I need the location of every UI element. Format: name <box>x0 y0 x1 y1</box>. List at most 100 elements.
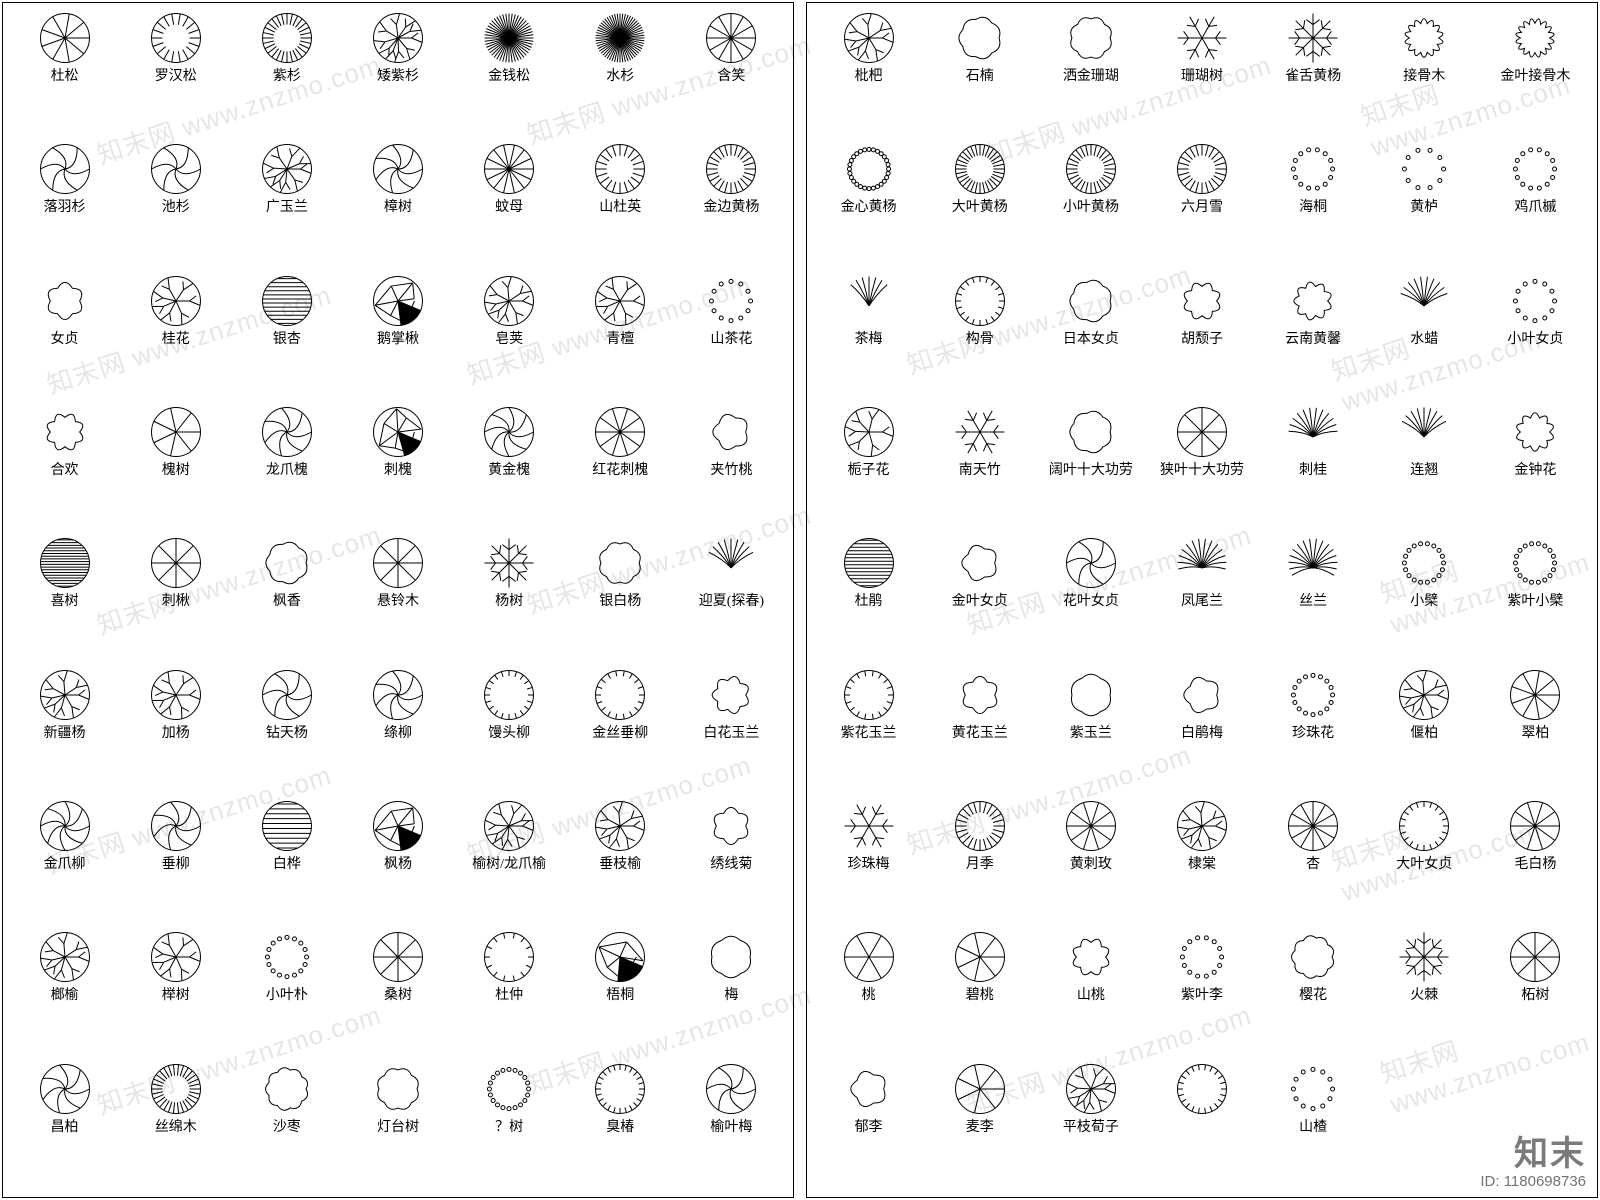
plant-symbol-icon <box>1395 534 1453 592</box>
plant-symbol-icon <box>591 928 649 986</box>
plant-label: 加杨 <box>162 726 190 741</box>
plant-symbol-icon <box>147 797 205 855</box>
plant-symbol-icon <box>1173 140 1231 198</box>
plant-symbol-icon <box>147 9 205 67</box>
plant-symbol-icon <box>36 1060 94 1118</box>
symbol-cell: 山杜英 <box>565 140 676 271</box>
plant-symbol-icon <box>1173 272 1231 330</box>
symbol-cell: 桂花 <box>120 272 231 403</box>
plant-label: 枫香 <box>273 594 301 609</box>
plant-label: 桂花 <box>162 332 190 347</box>
symbol-cell: 鹅掌楸 <box>342 272 453 403</box>
plant-symbol-icon <box>1506 403 1564 461</box>
plant-symbol-icon <box>1173 403 1231 461</box>
grid-right: 枇杷石楠洒金珊瑚珊瑚树雀舌黄杨接骨木金叶接骨木金心黄杨大叶黄杨小叶黄杨六月雪海桐… <box>807 3 1597 1197</box>
symbol-cell: 杜仲 <box>454 928 565 1059</box>
plant-symbol-icon <box>258 140 316 198</box>
plant-symbol-icon <box>369 928 427 986</box>
plant-label: 金叶接骨木 <box>1500 69 1570 84</box>
plant-symbol-icon <box>258 534 316 592</box>
plant-symbol-icon <box>1395 666 1453 724</box>
plant-label: 杜仲 <box>495 988 523 1003</box>
plant-label: 榉树 <box>162 988 190 1003</box>
symbol-cell: 凤尾兰 <box>1146 534 1257 665</box>
plant-label: 钻天杨 <box>266 726 308 741</box>
symbol-cell: 丝绵木 <box>120 1060 231 1191</box>
plant-symbol-icon <box>1284 403 1342 461</box>
plant-label: 柘树 <box>1521 988 1549 1003</box>
plant-label: 桃 <box>862 988 876 1003</box>
symbol-cell: 狭叶十大功劳 <box>1146 403 1257 534</box>
symbol-cell: ？树 <box>454 1060 565 1191</box>
plant-symbol-icon <box>147 928 205 986</box>
symbol-cell: 槐树 <box>120 403 231 534</box>
plant-label: 迎夏(探春) <box>699 594 764 609</box>
symbol-cell: 紫叶李 <box>1146 928 1257 1059</box>
plant-symbol-icon <box>591 9 649 67</box>
plant-label: 金叶女贞 <box>952 594 1008 609</box>
plant-symbol-icon <box>36 928 94 986</box>
plant-symbol-icon <box>951 272 1009 330</box>
plant-label: 罗汉松 <box>155 69 197 84</box>
plant-label: 白花玉兰 <box>703 726 759 741</box>
symbol-cell: 阔叶十大功劳 <box>1035 403 1146 534</box>
plant-label: 池杉 <box>162 200 190 215</box>
plant-label: 梧桐 <box>606 988 634 1003</box>
plant-label: 海桐 <box>1299 200 1327 215</box>
plant-label: 火棘 <box>1410 988 1438 1003</box>
symbol-cell: 金丝垂柳 <box>565 666 676 797</box>
plant-symbol-icon <box>1506 666 1564 724</box>
symbol-cell: 桑树 <box>342 928 453 1059</box>
plant-label: 黄栌 <box>1410 200 1438 215</box>
plant-symbol-icon <box>951 9 1009 67</box>
symbol-cell: 金叶接骨木 <box>1480 9 1591 140</box>
plant-label: 喜树 <box>51 594 79 609</box>
plant-label: 构骨 <box>966 332 994 347</box>
plant-label: 丝兰 <box>1299 594 1327 609</box>
plant-symbol-icon <box>258 797 316 855</box>
symbol-cell: 沙枣 <box>231 1060 342 1191</box>
plant-label: 金钱松 <box>488 69 530 84</box>
plant-symbol-icon <box>1284 666 1342 724</box>
symbol-cell: 栀子花 <box>813 403 924 534</box>
plant-symbol-icon <box>702 272 760 330</box>
plant-label: 珊瑚树 <box>1181 69 1223 84</box>
plant-symbol-icon <box>591 534 649 592</box>
plant-label: 珍珠梅 <box>848 857 890 872</box>
plant-label: 夹竹桃 <box>710 463 752 478</box>
plant-label: 紫花玉兰 <box>841 726 897 741</box>
plant-label: 白鹃梅 <box>1181 726 1223 741</box>
plant-label: 六月雪 <box>1181 200 1223 215</box>
symbol-cell: 青檀 <box>565 272 676 403</box>
plant-label: 黄金槐 <box>488 463 530 478</box>
plant-label: 紫叶李 <box>1181 988 1223 1003</box>
plant-symbol-icon <box>1173 1060 1231 1118</box>
symbol-cell: 山茶花 <box>676 272 787 403</box>
symbol-cell: 枫香 <box>231 534 342 665</box>
plant-label: 榆叶梅 <box>710 1120 752 1135</box>
symbol-cell: 构骨 <box>924 272 1035 403</box>
plant-symbol-icon <box>591 797 649 855</box>
symbol-cell: 枫杨 <box>342 797 453 928</box>
plant-symbol-icon <box>36 403 94 461</box>
plant-symbol-icon <box>258 403 316 461</box>
plant-label: 棣棠 <box>1188 857 1216 872</box>
symbol-cell: 榔榆 <box>9 928 120 1059</box>
plant-symbol-icon <box>702 534 760 592</box>
plant-symbol-icon <box>36 534 94 592</box>
plant-label: 鹅掌楸 <box>377 332 419 347</box>
plant-label: 小叶黄杨 <box>1063 200 1119 215</box>
symbol-cell: 金钟花 <box>1480 403 1591 534</box>
plant-symbol-icon <box>1506 797 1564 855</box>
plant-symbol-icon <box>840 797 898 855</box>
symbol-cell: 垂枝榆 <box>565 797 676 928</box>
plant-symbol-icon <box>840 403 898 461</box>
plant-label: 垂柳 <box>162 857 190 872</box>
symbol-cell: 金边黄杨 <box>676 140 787 271</box>
symbol-cell: 刺槐 <box>342 403 453 534</box>
plant-label: ？树 <box>495 1120 523 1135</box>
plant-label: 银杏 <box>273 332 301 347</box>
symbol-cell: 含笑 <box>676 9 787 140</box>
plant-symbol-icon <box>1284 272 1342 330</box>
plant-symbol-icon <box>702 928 760 986</box>
